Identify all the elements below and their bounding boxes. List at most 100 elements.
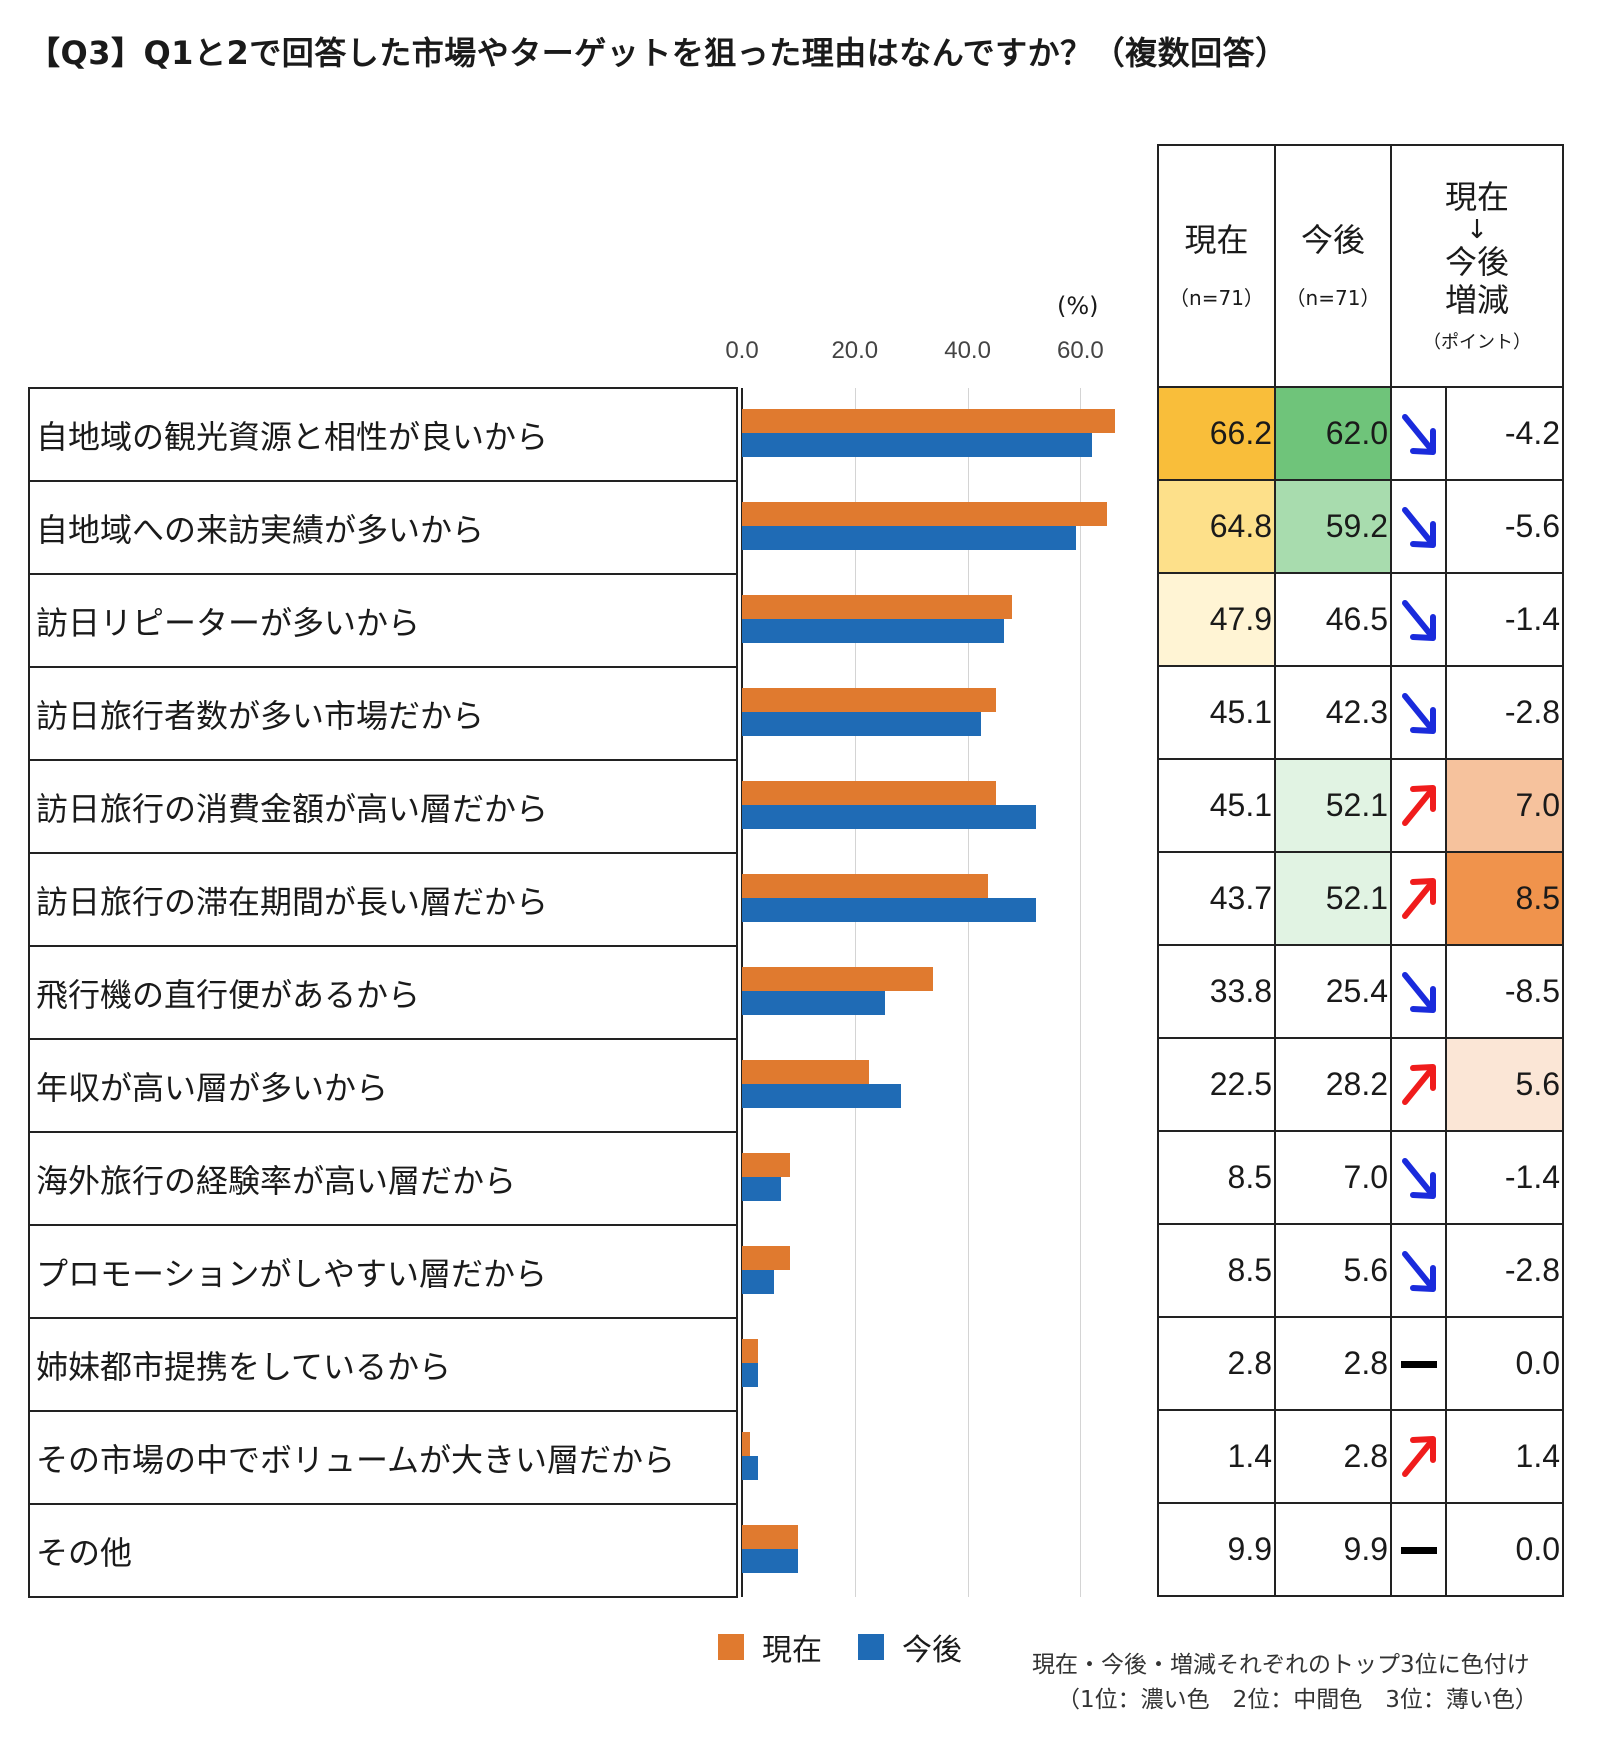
bar-current [742, 409, 1116, 433]
unit-label: (%) [1057, 292, 1099, 320]
header-change-unit: （ポイント） [1423, 331, 1531, 353]
cell-change: -4.2 [1445, 386, 1564, 481]
trend-up-icon [1390, 1409, 1447, 1504]
legend: 現在 今後 [718, 1625, 962, 1669]
table-row: 64.8 59.2 -5.6 [1157, 479, 1564, 574]
header-future: 今後 （n=71） [1274, 144, 1392, 388]
note-line-1: 現在・今後・増減それぞれのトップ3位に色付け [1032, 1652, 1530, 1678]
legend-swatch-future [858, 1634, 884, 1660]
category-label: 姉妹都市提携をしているから [28, 1317, 738, 1412]
cell-change: -2.8 [1445, 1223, 1564, 1318]
cell-future: 25.4 [1274, 944, 1392, 1039]
trend-flat-icon [1390, 1316, 1447, 1411]
value-table: 現在 （n=71） 今後 （n=71） 現在 ↓ 今後 増減 （ポイント） 66… [1157, 144, 1564, 1597]
table-row: 66.2 62.0 -4.2 [1157, 386, 1564, 481]
cell-current: 45.1 [1157, 665, 1276, 760]
bar-future [742, 1270, 774, 1294]
trend-down-icon [1390, 944, 1447, 1039]
bar-future [742, 991, 886, 1015]
x-tick-label: 0.0 [725, 337, 759, 364]
note-line-2: （1位：濃い色 2位：中間色 3位：薄い色） [1057, 1687, 1538, 1713]
cell-future: 52.1 [1274, 758, 1392, 853]
bar-future [742, 1549, 798, 1573]
header-current: 現在 （n=71） [1157, 144, 1276, 388]
bar-future [742, 433, 1092, 457]
cell-current: 43.7 [1157, 851, 1276, 946]
bar-current [742, 1153, 790, 1177]
x-tick-label: 40.0 [944, 337, 991, 364]
trend-down-icon [1390, 386, 1447, 481]
category-label: 訪日リピーターが多いから [28, 573, 738, 668]
cell-future: 9.9 [1274, 1502, 1392, 1597]
bar-future [742, 712, 981, 736]
legend-label-current: 現在 [762, 1633, 822, 1668]
bar-future [742, 526, 1076, 550]
cell-future: 28.2 [1274, 1037, 1392, 1132]
bar-future [742, 1456, 758, 1480]
cell-change: 1.4 [1445, 1409, 1564, 1504]
category-label: 飛行機の直行便があるから [28, 945, 738, 1040]
x-tick-label: 20.0 [831, 337, 879, 364]
cell-future: 46.5 [1274, 572, 1392, 667]
header-current-label: 現在 [1184, 221, 1249, 260]
cell-current: 47.9 [1157, 572, 1276, 667]
cell-future: 5.6 [1274, 1223, 1392, 1318]
bar-future [742, 1084, 902, 1108]
bar-future [742, 1177, 782, 1201]
trend-down-icon [1390, 1130, 1447, 1225]
bar-current [742, 1060, 869, 1084]
cell-current: 9.9 [1157, 1502, 1276, 1597]
table-row: 45.1 42.3 -2.8 [1157, 665, 1564, 760]
bar-future [742, 898, 1036, 922]
cell-current: 2.8 [1157, 1316, 1276, 1411]
chart-title: 【Q3】Q1と2で回答した市場やターゲットを狙った理由はなんですか？（複数回答） [28, 34, 1288, 72]
cell-current: 1.4 [1157, 1409, 1276, 1504]
cell-change: 7.0 [1445, 758, 1564, 853]
table-row: 1.4 2.8 1.4 [1157, 1409, 1564, 1504]
cell-future: 2.8 [1274, 1409, 1392, 1504]
table-row: 9.9 9.9 0.0 [1157, 1502, 1564, 1597]
bar-current [742, 1339, 758, 1363]
category-label: 訪日旅行の滞在期間が長い層だから [28, 852, 738, 947]
bar-current [742, 874, 989, 898]
bar-future [742, 619, 1005, 643]
header-change: 現在 ↓ 今後 増減 （ポイント） [1390, 144, 1564, 388]
bar-current [742, 781, 997, 805]
bar-future [742, 1363, 758, 1387]
cell-change: -1.4 [1445, 572, 1564, 667]
table-row: 8.5 5.6 -2.8 [1157, 1223, 1564, 1318]
cell-change: 0.0 [1445, 1316, 1564, 1411]
table-row: 2.8 2.8 0.0 [1157, 1316, 1564, 1411]
cell-change: -1.4 [1445, 1130, 1564, 1225]
table-row: 8.5 7.0 -1.4 [1157, 1130, 1564, 1225]
x-tick-label: 60.0 [1057, 337, 1104, 364]
bar-current [742, 502, 1108, 526]
header-change-to: 今後 [1444, 242, 1509, 281]
header-change-from: 現在 [1444, 178, 1509, 217]
bar-current [742, 1432, 750, 1456]
cell-current: 8.5 [1157, 1130, 1276, 1225]
category-label: 訪日旅行の消費金額が高い層だから [28, 759, 738, 854]
cell-current: 64.8 [1157, 479, 1276, 574]
trend-down-icon [1390, 479, 1447, 574]
cell-current: 45.1 [1157, 758, 1276, 853]
cell-current: 33.8 [1157, 944, 1276, 1039]
bar-current [742, 967, 933, 991]
table-row: 47.9 46.5 -1.4 [1157, 572, 1564, 667]
table-row: 43.7 52.1 8.5 [1157, 851, 1564, 946]
cell-change: 8.5 [1445, 851, 1564, 946]
cell-future: 42.3 [1274, 665, 1392, 760]
cell-change: -2.8 [1445, 665, 1564, 760]
legend-label-future: 今後 [902, 1633, 962, 1668]
trend-down-icon [1390, 665, 1447, 760]
table-row: 33.8 25.4 -8.5 [1157, 944, 1564, 1039]
category-label: 訪日旅行者数が多い市場だから [28, 666, 738, 761]
trend-up-icon [1390, 851, 1447, 946]
cell-future: 59.2 [1274, 479, 1392, 574]
bar-current [742, 688, 997, 712]
table-row: 22.5 28.2 5.6 [1157, 1037, 1564, 1132]
trend-down-icon [1390, 572, 1447, 667]
trend-up-icon [1390, 758, 1447, 853]
cell-current: 22.5 [1157, 1037, 1276, 1132]
bar-current [742, 1525, 798, 1549]
